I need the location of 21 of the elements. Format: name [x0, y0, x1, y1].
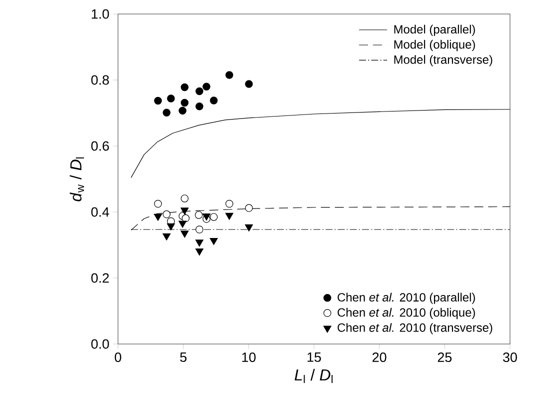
- x-tick-label: 15: [308, 352, 321, 362]
- x-tick-label: 0: [114, 352, 122, 362]
- x-tick-label: 10: [242, 352, 256, 362]
- legend-label: Chen et al. 2010 (transverse): [338, 323, 492, 334]
- y-axis-title: d$_{w}$ / D$_{l}$: [70, 157, 84, 202]
- y-tick-label: 0.6: [91, 141, 109, 151]
- legend-label: Chen et al. 2010 (parallel): [338, 292, 475, 304]
- x-axis-title: L$_{l}$ / D$_{l}$: [294, 368, 333, 384]
- y-tick-label: 0.2: [91, 273, 109, 283]
- y-tick-label: 0.4: [91, 207, 110, 217]
- y-tick-label: 1.0: [92, 9, 109, 19]
- legend-label: Chen et al. 2010 (oblique): [338, 308, 475, 320]
- x-tick-label: 25: [438, 352, 452, 362]
- x-tick-label: 5: [180, 352, 187, 362]
- y-tick-label: 0.0: [91, 339, 109, 349]
- legend-label: Model (oblique): [394, 40, 475, 52]
- x-tick-label: 20: [372, 352, 386, 362]
- y-tick-label: 0.8: [91, 75, 109, 85]
- legend-label: Model (parallel): [394, 24, 475, 36]
- legend-label: Model (transverse): [394, 55, 492, 66]
- x-tick-label: 30: [503, 352, 517, 362]
